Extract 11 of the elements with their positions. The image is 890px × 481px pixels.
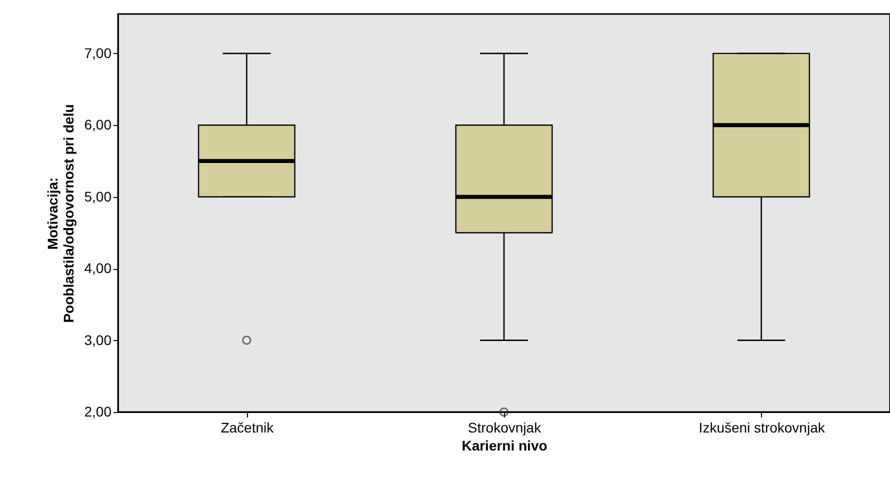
x-tick-label: Začetnik	[220, 420, 275, 436]
x-axis-title: Karierni nivo	[462, 438, 548, 454]
y-tick-label: 2,00	[84, 404, 112, 420]
y-tick-label: 6,00	[84, 116, 112, 133]
y-tick-label: 7,00	[84, 44, 112, 61]
y-tick-label: 3,00	[84, 332, 112, 348]
y-tick-label: 4,00	[84, 260, 112, 276]
x-tick-label: Strokovnjak	[468, 420, 542, 436]
y-axis-title: Motivacija: Pooblastila/odgovornost pri delu	[44, 104, 76, 323]
y-tick-label: 5,00	[84, 188, 112, 204]
x-tick-label: Izkušeni strokovnjak	[698, 420, 826, 436]
